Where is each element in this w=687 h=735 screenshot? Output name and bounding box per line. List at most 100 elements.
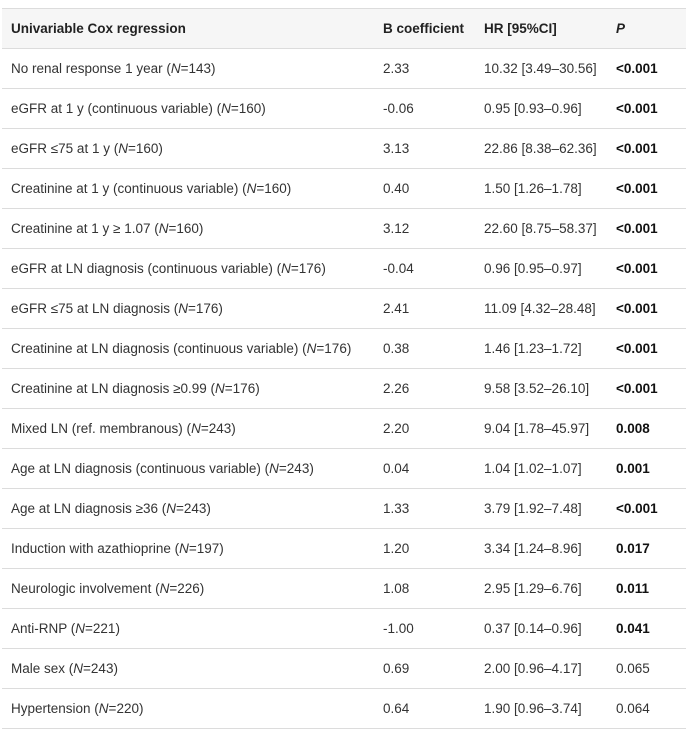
n-close: ) [115, 621, 120, 636]
cell-hazard-ratio: 3.79 [1.92–7.48] [475, 488, 607, 529]
variable-label: Neurologic involvement ( [11, 581, 160, 596]
table-row: Creatinine at 1 y ≥ 1.07 (N=160) 3.12 22.6… [2, 208, 686, 249]
n-equals: = [224, 381, 233, 396]
cell-b-coefficient: 0.64 [374, 688, 475, 729]
table-row: Creatinine at 1 y (continuous variable) … [2, 168, 686, 209]
n-equals: = [83, 661, 91, 676]
table-row: eGFR ≤75 at LN diagnosis (N=176) 2.41 11.0… [2, 288, 686, 329]
cell-hazard-ratio: 2.00 [0.96–4.17] [475, 648, 607, 689]
table-row: Anti-RNP (N=221) -1.00 0.37 [0.14–0.96] 0.0… [2, 608, 686, 649]
n-count: 160 [176, 221, 199, 236]
cell-variable: Induction with azathioprine (N=197) [2, 528, 374, 569]
n-close: ) [211, 61, 216, 76]
n-count: 221 [92, 621, 116, 636]
table-row: Age at LN diagnosis (continuous variable… [2, 448, 686, 489]
cell-variable: eGFR ≤75 at LN diagnosis (N=176) [2, 288, 374, 329]
n-close: ) [113, 661, 118, 676]
n-equals: = [188, 541, 197, 556]
n-symbol: N [281, 261, 291, 276]
n-equals: = [169, 581, 178, 596]
cell-p-value: <0.001 [607, 328, 686, 369]
n-close: ) [138, 701, 144, 716]
cell-variable: Hypertension (N=220) [2, 688, 374, 729]
n-close: ) [199, 581, 205, 596]
n-count: 143 [188, 61, 212, 76]
table-row: Mixed LN (ref. membranous) (N=243) 2.20 9.… [2, 408, 686, 449]
n-equals: = [290, 261, 299, 276]
cell-hazard-ratio: 9.04 [1.78–45.97] [475, 408, 607, 449]
n-equals: = [187, 301, 196, 316]
cell-p-value: 0.041 [607, 608, 686, 649]
cell-p-value: 0.008 [607, 408, 686, 449]
n-equals: = [85, 621, 93, 636]
n-equals: = [230, 101, 239, 116]
n-equals: = [176, 501, 184, 516]
table-row: eGFR ≤75 at 1 y (N=160) 3.13 22.86 [8.38–6… [2, 128, 686, 169]
variable-label: Creatinine at 1 y ≥ 1.07 ( [11, 221, 159, 236]
cell-variable: Neurologic involvement (N=226) [2, 568, 374, 609]
n-symbol: N [178, 301, 188, 316]
n-count: 243 [183, 501, 207, 516]
cell-hazard-ratio: 0.95 [0.93–0.96] [475, 88, 607, 129]
variable-label: Induction with azathioprine ( [11, 541, 180, 556]
n-close: ) [219, 541, 224, 556]
n-equals: = [200, 421, 209, 436]
n-symbol: N [98, 701, 109, 716]
n-symbol: N [191, 421, 201, 436]
table-row: Hypertension (N=220) 0.64 1.90 [0.96–3.74]… [2, 688, 686, 729]
cell-p-value: <0.001 [607, 368, 686, 409]
table-row: eGFR at LN diagnosis (continuous variabl… [2, 248, 686, 289]
n-close: ) [321, 261, 326, 276]
cell-p-value: <0.001 [607, 128, 686, 169]
table-body: No renal response 1 year (N=143) 2.33 10.3… [2, 48, 686, 729]
n-symbol: N [306, 341, 317, 356]
variable-label: Age at LN diagnosis (continuous variable… [11, 461, 270, 476]
n-symbol: N [73, 661, 84, 676]
variable-label: Creatinine at LN diagnosis ≥0.99 ( [11, 381, 216, 396]
cell-p-value: <0.001 [607, 248, 686, 289]
n-count: 176 [232, 381, 256, 396]
n-close: ) [218, 301, 223, 316]
cell-b-coefficient: -0.04 [374, 248, 475, 289]
header-hazard-ratio: HR [95%CI] [475, 8, 607, 49]
variable-label: eGFR at LN diagnosis (continuous variabl… [11, 261, 282, 276]
cell-variable: eGFR ≤75 at 1 y (N=160) [2, 128, 374, 169]
cell-variable: Male sex (N=243) [2, 648, 374, 689]
n-close: ) [206, 501, 211, 516]
cell-variable: Mixed LN (ref. membranous) (N=243) [2, 408, 374, 449]
variable-label: No renal response 1 year ( [11, 61, 171, 76]
n-symbol: N [170, 61, 181, 76]
cell-variable: No renal response 1 year (N=143) [2, 48, 374, 89]
table-header: Univariable Cox regression B coefficient… [2, 8, 686, 49]
n-close: ) [231, 421, 236, 436]
n-count: 243 [208, 421, 232, 436]
variable-label: Creatinine at 1 y (continuous variable) … [11, 181, 247, 196]
n-close: ) [198, 221, 204, 236]
n-symbol: N [158, 221, 169, 236]
cell-b-coefficient: 2.20 [374, 408, 475, 449]
cell-b-coefficient: 1.20 [374, 528, 475, 569]
cell-variable: Creatinine at 1 y ≥ 1.07 (N=160) [2, 208, 374, 249]
n-equals: = [256, 181, 265, 196]
cox-regression-table: Univariable Cox regression B coefficient… [2, 8, 686, 729]
cell-b-coefficient: 0.40 [374, 168, 475, 209]
header-row: Univariable Cox regression B coefficient… [2, 8, 686, 49]
variable-label: eGFR ≤75 at LN diagnosis ( [11, 301, 179, 316]
n-close: ) [255, 381, 260, 396]
cell-b-coefficient: 3.12 [374, 208, 475, 249]
n-close: ) [346, 341, 352, 356]
n-count: 176 [298, 261, 322, 276]
header-b-coefficient: B coefficient [374, 8, 475, 49]
header-variable: Univariable Cox regression [2, 8, 374, 49]
cell-hazard-ratio: 0.37 [0.14–0.96] [475, 608, 607, 649]
cell-hazard-ratio: 1.04 [1.02–1.07] [475, 448, 607, 489]
cell-variable: Age at LN diagnosis (continuous variable… [2, 448, 374, 489]
cell-p-value: <0.001 [607, 288, 686, 329]
n-symbol: N [75, 621, 86, 636]
n-symbol: N [118, 141, 128, 156]
cell-variable: eGFR at 1 y (continuous variable) (N=160… [2, 88, 374, 129]
cell-variable: Anti-RNP (N=221) [2, 608, 374, 649]
cell-b-coefficient: -0.06 [374, 88, 475, 129]
variable-label: Male sex ( [11, 661, 74, 676]
cell-p-value: <0.001 [607, 48, 686, 89]
